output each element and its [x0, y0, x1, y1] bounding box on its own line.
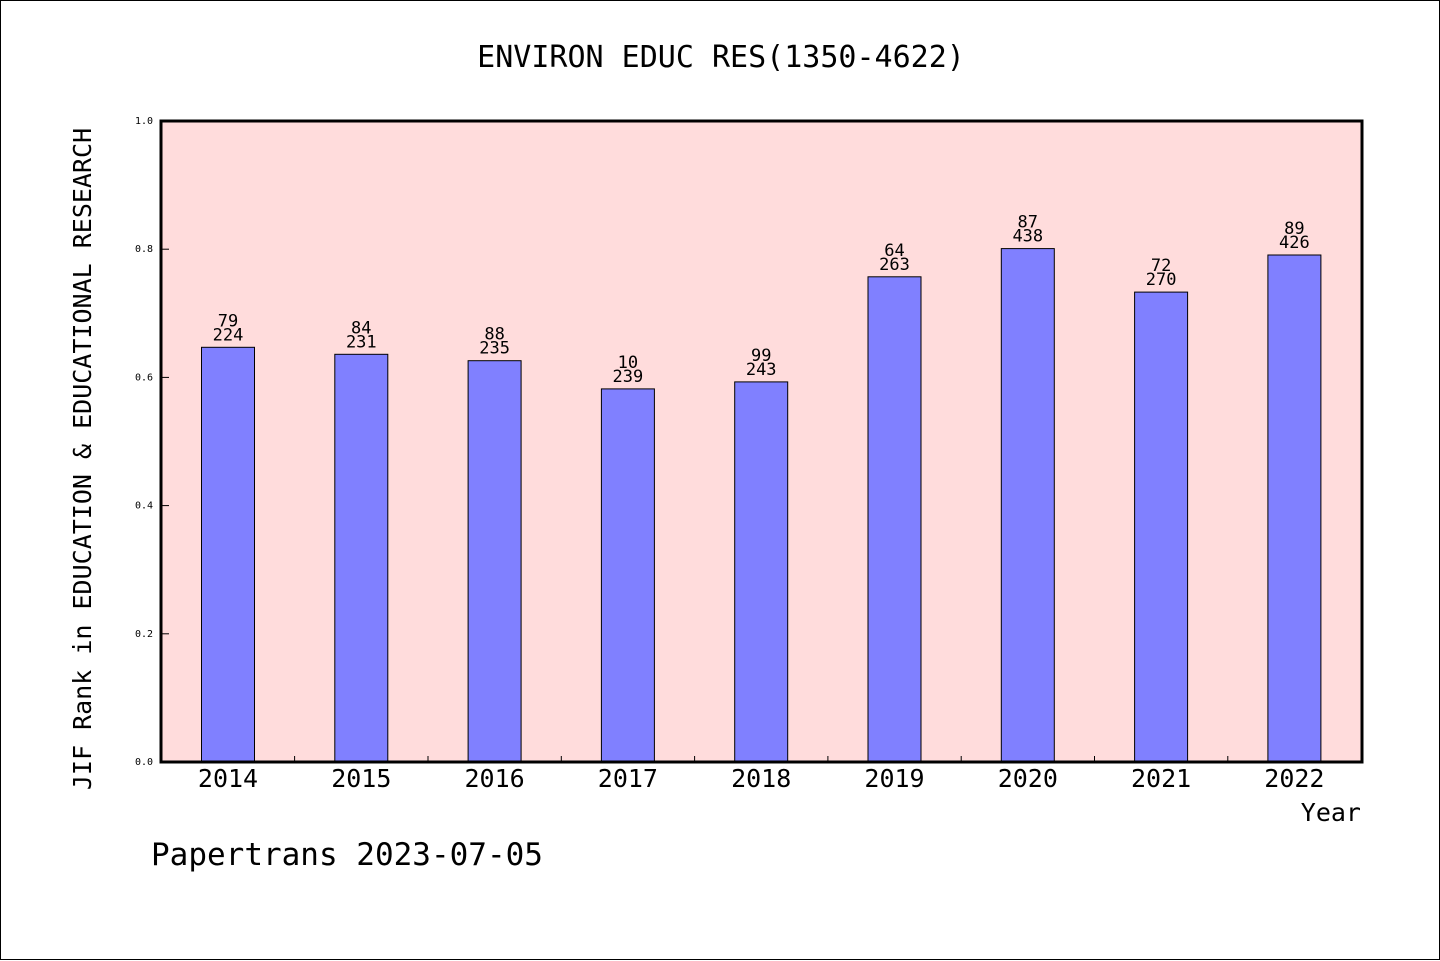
y-tick-label: 0.4	[135, 501, 153, 512]
y-tick-label: 1.0	[135, 116, 153, 127]
x-tick-label-2016: 2016	[464, 764, 524, 793]
bar-2014	[201, 346, 255, 763]
x-axis-label: Year	[1301, 798, 1361, 827]
bar-2015	[334, 353, 389, 763]
bar-rank-label-2021: 72	[1151, 256, 1171, 276]
bar-total-label-2019: 263	[879, 255, 910, 275]
x-tick-label-2020: 2020	[998, 764, 1058, 793]
bar-2020	[1000, 248, 1055, 763]
plot-border	[159, 119, 1364, 764]
x-tick-label-2021: 2021	[1131, 764, 1191, 793]
bar-2018	[734, 381, 789, 763]
footer-note: Papertrans 2023-07-05	[151, 837, 543, 873]
x-tick-label-2022: 2022	[1264, 764, 1324, 793]
x-tick-label-2019: 2019	[864, 764, 924, 793]
bar-total-label-2016: 235	[479, 339, 510, 359]
bar-total-label-2021: 270	[1146, 270, 1177, 290]
y-tick-label: 0.0	[135, 757, 153, 768]
bar-total-label-2018: 243	[746, 360, 777, 380]
bar-rank-label-2019: 64	[884, 241, 904, 261]
bars-group	[201, 248, 1322, 763]
x-tick-label-2015: 2015	[331, 764, 391, 793]
y-tick-label: 0.6	[135, 372, 153, 383]
y-tick-label: 0.8	[135, 244, 153, 255]
bar-2016	[467, 360, 522, 763]
bar-rank-label-2014: 79	[218, 311, 238, 331]
bar-total-label-2017: 239	[613, 367, 644, 387]
x-tick-label-2014: 2014	[198, 764, 258, 793]
bar-rank-label-2017: 10	[618, 353, 638, 373]
bar-total-label-2015: 231	[346, 332, 377, 352]
x-tick-label-2017: 2017	[598, 764, 658, 793]
bar-rank-label-2020: 87	[1018, 213, 1038, 233]
bar-rank-label-2022: 89	[1284, 219, 1304, 239]
bar-rank-label-2016: 88	[484, 325, 504, 345]
y-axis-label: JIF Rank in EDUCATION & EDUCATIONAL RESE…	[68, 128, 97, 790]
bar-total-label-2020: 438	[1012, 227, 1043, 247]
bar-rank-label-2015: 84	[351, 318, 371, 338]
chart-title: ENVIRON EDUC RES(1350-4622)	[477, 40, 965, 75]
bar-rank-label-2018: 99	[751, 346, 771, 366]
bar-2019	[867, 276, 922, 763]
bar-2021	[1134, 291, 1189, 763]
x-axis: 2014 2015 2016 2017 2018 2019 2020 2021 2022	[198, 756, 1325, 793]
x-tick-label-2018: 2018	[731, 764, 791, 793]
bar-2022	[1267, 254, 1322, 763]
y-tick-label: 0.2	[135, 629, 153, 640]
bar-2017	[600, 388, 655, 763]
bar-total-label-2022: 426	[1279, 233, 1310, 253]
bar-total-label-2014: 224	[213, 325, 244, 345]
